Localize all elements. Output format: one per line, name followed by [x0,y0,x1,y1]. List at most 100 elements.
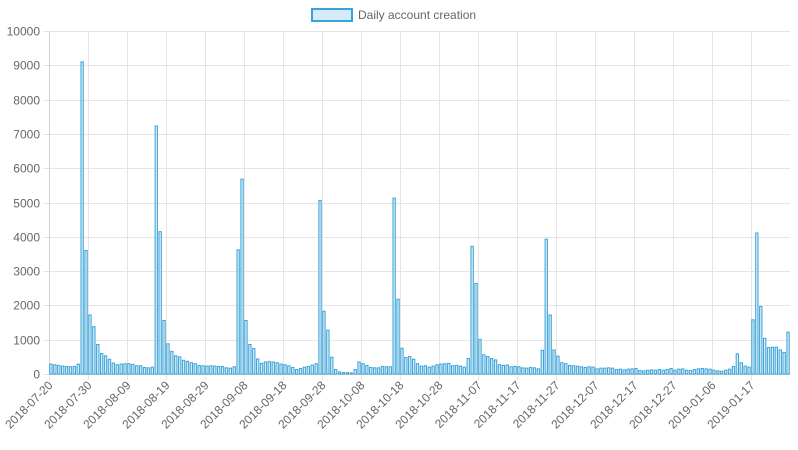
bar[interactable] [131,363,135,375]
bar[interactable] [427,366,431,375]
bar[interactable] [365,364,369,375]
bar[interactable] [759,305,763,375]
bar[interactable] [135,365,139,375]
bar[interactable] [603,367,607,375]
bar[interactable] [49,363,53,375]
bar[interactable] [723,369,728,375]
bar[interactable] [415,363,420,375]
bar[interactable] [564,363,568,375]
bar[interactable] [708,368,712,375]
bar[interactable] [310,364,314,375]
bar[interactable] [583,366,587,375]
bar[interactable] [435,364,439,375]
bar[interactable] [369,366,373,375]
bar[interactable] [314,363,318,375]
bar[interactable] [162,319,166,375]
bar[interactable] [474,282,478,375]
bar[interactable] [357,361,361,375]
bar[interactable] [287,365,291,375]
bar[interactable] [384,366,389,375]
bar[interactable] [404,357,408,375]
bar[interactable] [400,347,404,375]
bar[interactable] [431,365,435,375]
bar[interactable] [774,346,779,375]
bar[interactable] [525,367,529,375]
bar[interactable] [521,367,525,375]
bar[interactable] [64,365,69,375]
bar[interactable] [252,348,256,375]
bar[interactable] [747,366,751,375]
bar[interactable] [181,359,186,375]
bar[interactable] [544,238,548,375]
bar[interactable] [614,369,619,375]
bar[interactable] [99,352,104,375]
bar[interactable] [72,365,77,375]
bar[interactable] [782,351,786,375]
bar[interactable] [341,372,346,375]
bar[interactable] [123,363,127,375]
bar[interactable] [497,364,502,375]
bar[interactable] [696,368,701,375]
bar[interactable] [380,365,385,375]
bar[interactable] [345,372,350,375]
bar[interactable] [279,363,283,375]
bar[interactable] [158,231,162,375]
bar[interactable] [201,365,205,375]
bar[interactable] [673,369,677,375]
bar[interactable] [185,360,190,375]
bar[interactable] [720,370,724,375]
bar[interactable] [213,365,217,375]
bar[interactable] [146,367,151,375]
bar[interactable] [248,344,252,375]
bar[interactable] [142,366,147,375]
bar[interactable] [755,232,759,375]
bar[interactable] [84,250,88,375]
bar[interactable] [727,368,732,375]
bar[interactable] [505,364,509,375]
bar[interactable] [392,197,396,375]
bar[interactable] [228,367,233,375]
bar[interactable] [466,358,470,375]
bar[interactable] [770,346,775,375]
bar[interactable] [556,355,560,375]
bar[interactable] [443,363,447,375]
bar[interactable] [669,368,673,375]
bar[interactable] [517,366,521,375]
bar[interactable] [302,366,307,375]
bar[interactable] [88,314,92,375]
bar[interactable] [681,368,685,375]
bar[interactable] [209,365,213,375]
bar[interactable] [684,369,689,375]
bar[interactable] [606,367,611,375]
bar[interactable] [665,369,669,375]
bar[interactable] [712,369,716,375]
bar[interactable] [458,365,463,375]
bar[interactable] [92,326,96,375]
bar[interactable] [552,349,556,375]
bar[interactable] [205,365,209,375]
bar[interactable] [653,369,658,375]
bar[interactable] [76,363,80,375]
bar[interactable] [353,369,357,375]
bar[interactable] [255,358,260,375]
bar[interactable] [376,367,381,375]
bar[interactable] [80,61,84,375]
bar[interactable] [462,366,467,375]
bar[interactable] [57,364,61,375]
bar[interactable] [349,372,353,375]
bar[interactable] [677,368,681,375]
bar[interactable] [154,125,158,375]
bar[interactable] [630,368,634,375]
bar[interactable] [751,319,755,375]
bar[interactable] [283,364,287,375]
bar[interactable] [267,361,272,375]
bar[interactable] [454,364,459,375]
bar[interactable] [540,349,545,375]
bar[interactable] [298,368,303,375]
legend-label[interactable]: Daily account creation [358,8,476,22]
bar[interactable] [240,178,244,375]
bar[interactable] [587,366,591,375]
bar[interactable] [731,365,736,375]
bar[interactable] [634,368,638,375]
bar[interactable] [470,245,474,375]
